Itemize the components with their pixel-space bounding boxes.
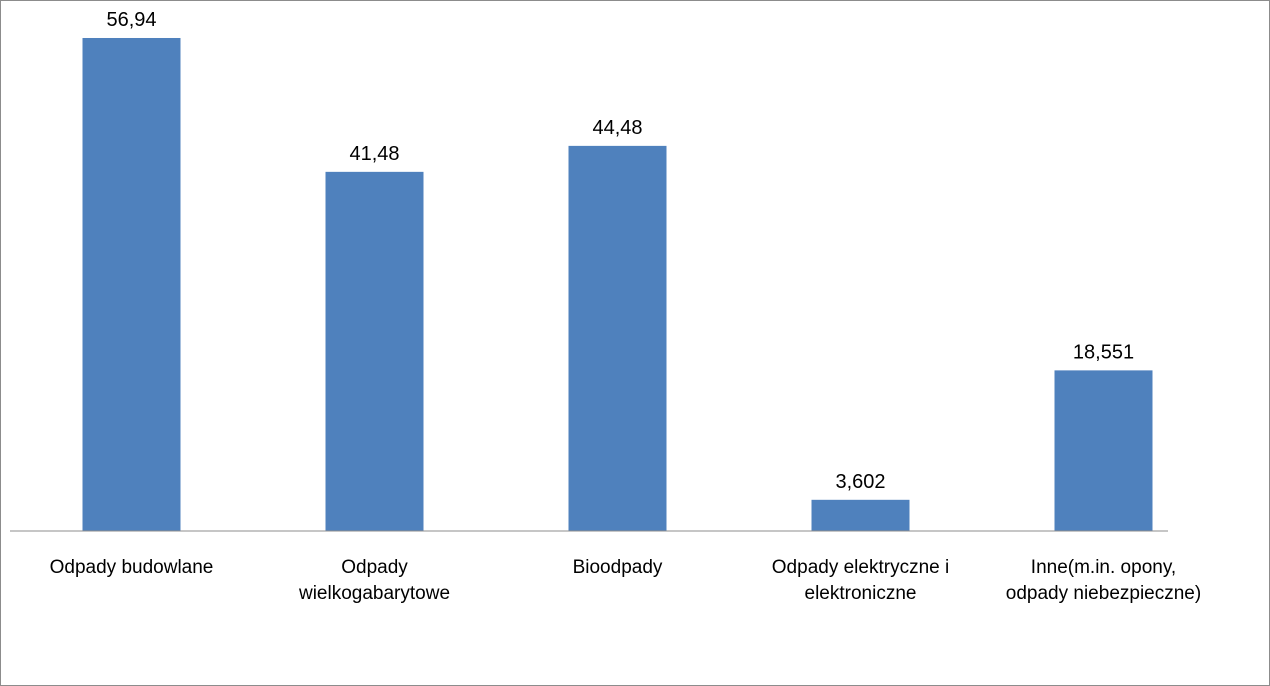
- bar: [82, 37, 181, 531]
- x-tick-label: Odpady elektryczne i elektroniczne: [771, 557, 950, 604]
- data-label: 18,551: [1073, 341, 1134, 363]
- bar: [1054, 370, 1153, 531]
- x-tick-label: Odpady wielkogabarytowe: [298, 557, 451, 604]
- bar: [325, 171, 424, 531]
- bar: [568, 145, 667, 532]
- data-label: 3,602: [835, 471, 885, 493]
- x-tick-label: Bioodpady: [572, 557, 663, 578]
- x-tick-label: Odpady budowlane: [49, 557, 214, 578]
- data-label: 56,94: [106, 9, 156, 31]
- bar: [811, 499, 910, 531]
- x-tick-label: Inne(m.in. opony, odpady niebezpieczne): [1005, 557, 1202, 604]
- data-label: 44,48: [592, 117, 642, 139]
- data-label: 41,48: [349, 143, 399, 165]
